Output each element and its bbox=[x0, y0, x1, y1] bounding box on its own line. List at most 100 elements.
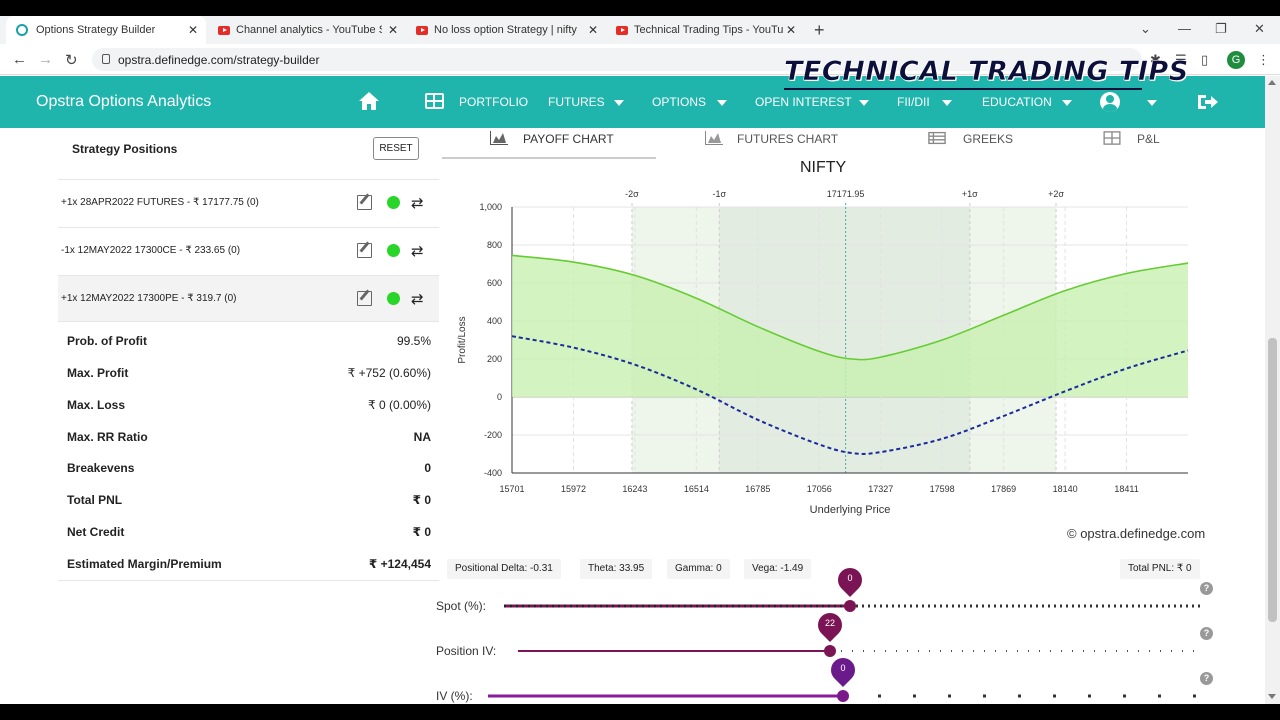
browser-tab-technical-trading-tips[interactable]: Technical Trading Tips - YouTube ✕ bbox=[608, 16, 804, 44]
stat-label-max-profit: Max. Profit bbox=[67, 366, 129, 380]
help-icon[interactable]: ? bbox=[1200, 627, 1213, 640]
stat-value-max-loss: ₹ 0 (0.00%) bbox=[368, 398, 431, 412]
x-tick-label: 18411 bbox=[1114, 484, 1138, 494]
lock-icon bbox=[102, 54, 110, 64]
help-icon[interactable]: ? bbox=[1200, 672, 1213, 685]
app-navbar: Opstra Options Analytics PORTFOLIO FUTUR… bbox=[0, 76, 1265, 128]
close-tab-icon[interactable]: ✕ bbox=[785, 23, 796, 37]
youtube-favicon-icon bbox=[616, 25, 628, 35]
scrollbar-thumb[interactable] bbox=[1268, 338, 1277, 622]
edit-icon[interactable] bbox=[357, 291, 372, 306]
position-text: +1x 12MAY2022 17300PE - ₹ 319.7 (0) bbox=[61, 293, 237, 304]
chevron-down-icon[interactable] bbox=[859, 100, 869, 106]
swap-icon[interactable]: ⇄ bbox=[411, 291, 424, 308]
reading-list-icon[interactable]: ☰ bbox=[1175, 52, 1187, 67]
profile-avatar[interactable]: G bbox=[1227, 51, 1245, 69]
sigma-label: +1σ bbox=[962, 189, 978, 199]
stat-value-breakevens: 0 bbox=[424, 461, 431, 475]
new-tab-plus-icon[interactable]: + bbox=[814, 20, 825, 40]
spot-slider-handle[interactable] bbox=[844, 600, 856, 612]
swap-icon[interactable]: ⇄ bbox=[411, 195, 424, 212]
sigma-label: 17171.95 bbox=[827, 189, 865, 199]
theta: Theta: 33.95 bbox=[580, 559, 653, 579]
list-icon bbox=[928, 131, 946, 145]
nav-options[interactable]: OPTIONS bbox=[652, 95, 707, 109]
x-tick-label: 15972 bbox=[561, 484, 586, 494]
y-tick-label: 600 bbox=[487, 278, 502, 288]
y-tick-label: -200 bbox=[484, 430, 502, 440]
nav-open-interest[interactable]: OPEN INTEREST bbox=[755, 95, 852, 109]
close-tab-icon[interactable]: ✕ bbox=[387, 23, 398, 37]
back-arrow-icon[interactable]: ← bbox=[12, 51, 27, 68]
position-row: +1x 12MAY2022 17300PE - ₹ 319.7 (0) ⇄ bbox=[58, 275, 439, 322]
iv-slider[interactable] bbox=[488, 690, 1202, 702]
screen-bottom-border bbox=[0, 704, 1280, 720]
tab-futures-chart[interactable]: FUTURES CHART bbox=[737, 132, 839, 146]
x-axis-label: Underlying Price bbox=[810, 504, 891, 516]
nav-portfolio[interactable]: PORTFOLIO bbox=[459, 95, 529, 109]
edit-icon[interactable] bbox=[357, 243, 372, 258]
browser-tab-opstra[interactable]: Options Strategy Builder ✕ bbox=[6, 16, 206, 44]
target-day-line bbox=[511, 335, 1189, 455]
url-field[interactable]: opstra.definedge.com/strategy-builder bbox=[92, 48, 1142, 71]
nav-futures[interactable]: FUTURES bbox=[548, 95, 605, 109]
position-active-toggle[interactable] bbox=[387, 196, 400, 209]
chevron-down-icon[interactable] bbox=[717, 100, 727, 106]
spot-slider[interactable] bbox=[504, 600, 1202, 612]
logout-icon[interactable] bbox=[1198, 93, 1218, 111]
swap-icon[interactable]: ⇄ bbox=[411, 243, 424, 260]
user-account-icon[interactable] bbox=[1100, 92, 1120, 112]
forward-arrow-icon[interactable]: → bbox=[38, 51, 53, 68]
chevron-down-icon[interactable] bbox=[1062, 100, 1072, 106]
position-active-toggle[interactable] bbox=[387, 292, 400, 305]
reload-icon[interactable]: ↻ bbox=[65, 52, 78, 69]
area-chart-icon bbox=[490, 131, 508, 145]
portfolio-grid-icon bbox=[425, 93, 444, 109]
profit-area bbox=[512, 255, 1188, 397]
y-tick-label: -400 bbox=[484, 468, 502, 478]
stat-value-estimated-margin: ₹ +124,454 bbox=[368, 557, 431, 571]
payoff-line bbox=[511, 254, 1189, 361]
tab-search-chevron-icon[interactable]: ⌄ bbox=[1140, 21, 1151, 36]
minimize-icon[interactable]: — bbox=[1178, 21, 1191, 36]
help-icon[interactable]: ? bbox=[1200, 582, 1213, 595]
close-tab-icon[interactable]: ✕ bbox=[187, 23, 198, 37]
brand-title[interactable]: Opstra Options Analytics bbox=[36, 93, 212, 110]
chevron-down-icon[interactable] bbox=[614, 100, 624, 106]
x-tick-label: 18140 bbox=[1053, 484, 1078, 494]
position-iv-slider-handle[interactable] bbox=[824, 645, 836, 657]
iv-slider-handle[interactable] bbox=[837, 690, 849, 702]
browser-tab-channel-analytics[interactable]: Channel analytics - YouTube Stu ✕ bbox=[210, 16, 406, 44]
reset-button[interactable]: RESET bbox=[373, 137, 419, 160]
active-tab-underline bbox=[442, 157, 656, 159]
close-tab-icon[interactable]: ✕ bbox=[587, 23, 598, 37]
chevron-down-icon[interactable] bbox=[1147, 100, 1157, 106]
area-chart-icon bbox=[705, 131, 723, 145]
browser-menu-icon[interactable]: ⋮ bbox=[1257, 52, 1270, 67]
table-icon bbox=[1103, 131, 1121, 145]
tab-pnl[interactable]: P&L bbox=[1137, 132, 1160, 146]
close-window-icon[interactable]: ✕ bbox=[1254, 21, 1265, 36]
watermark-underline bbox=[784, 88, 1142, 90]
edit-icon[interactable] bbox=[357, 195, 372, 210]
scroll-down-arrow-icon[interactable] bbox=[1268, 694, 1276, 699]
nav-education[interactable]: EDUCATION bbox=[982, 95, 1052, 109]
x-tick-label: 17598 bbox=[930, 484, 955, 494]
position-iv-slider[interactable] bbox=[518, 645, 1202, 657]
position-row: -1x 12MAY2022 17300CE - ₹ 233.65 (0) ⇄ bbox=[58, 227, 439, 274]
position-active-toggle[interactable] bbox=[387, 244, 400, 257]
home-icon[interactable] bbox=[359, 92, 379, 110]
x-tick-label: 16243 bbox=[622, 484, 647, 494]
scroll-up-arrow-icon[interactable] bbox=[1268, 80, 1276, 85]
browser-tab-no-loss-strategy[interactable]: No loss option Strategy | nifty op ✕ bbox=[408, 16, 606, 44]
tab-greeks[interactable]: GREEKS bbox=[963, 132, 1014, 146]
extensions-puzzle-icon[interactable]: ✱ bbox=[1150, 52, 1161, 67]
nav-fii-dii[interactable]: FII/DII bbox=[897, 95, 930, 109]
tab-payoff-chart[interactable]: PAYOFF CHART bbox=[523, 132, 614, 146]
payoff-chart: 1,000 800 600 400 200 0 -200 -400 15701 15972 1624… bbox=[457, 189, 1189, 516]
maximize-icon[interactable]: ❐ bbox=[1215, 21, 1227, 36]
y-tick-label: 400 bbox=[487, 316, 502, 326]
side-panel-icon[interactable]: ▯ bbox=[1201, 52, 1209, 67]
chevron-down-icon[interactable] bbox=[942, 100, 952, 106]
position-text: +1x 28APR2022 FUTURES - ₹ 17177.75 (0) bbox=[61, 197, 259, 208]
